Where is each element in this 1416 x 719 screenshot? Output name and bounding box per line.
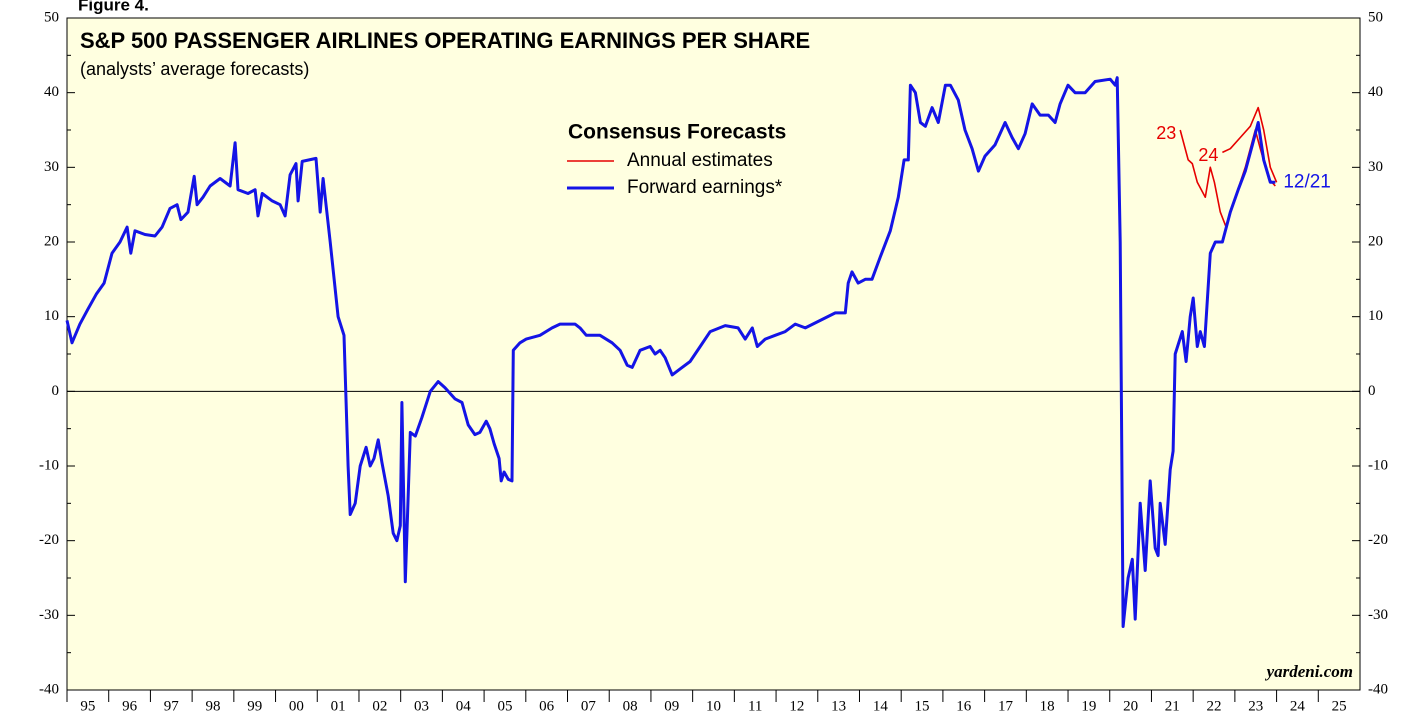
x-tick-label: 04 [456, 698, 472, 714]
x-tick-label: 08 [623, 698, 638, 714]
y2-tick-label: 40 [1368, 84, 1383, 100]
y2-tick-label: -30 [1368, 607, 1388, 623]
x-tick-label: 06 [539, 698, 555, 714]
x-tick-label: 13 [831, 698, 846, 714]
x-tick-label: 10 [706, 698, 721, 714]
y2-tick-label: 50 [1368, 9, 1383, 25]
end-label: 12/21 [1283, 171, 1331, 192]
chart-title: S&P 500 PASSENGER AIRLINES OPERATING EAR… [80, 28, 810, 53]
y2-tick-label: 30 [1368, 159, 1383, 175]
legend-label: Forward earnings* [627, 177, 783, 198]
x-tick-label: 19 [1081, 698, 1096, 714]
x-tick-label: 98 [205, 698, 220, 714]
x-tick-label: 00 [289, 698, 304, 714]
x-tick-label: 18 [1040, 698, 1055, 714]
x-tick-label: 24 [1290, 698, 1306, 714]
y-tick-label: 10 [44, 308, 59, 324]
plot-area [66, 17, 1361, 691]
y-tick-label: -30 [39, 607, 59, 623]
chart-subtitle: (analysts’ average forecasts) [80, 59, 309, 79]
x-tick-label: 14 [873, 698, 889, 714]
x-tick-label: 09 [664, 698, 679, 714]
y2-tick-label: -40 [1368, 681, 1388, 697]
y-tick-label: 30 [44, 159, 59, 175]
x-tick-label: 12 [789, 698, 804, 714]
x-tick-label: 05 [497, 698, 512, 714]
x-tick-label: 95 [80, 698, 95, 714]
x-tick-label: 16 [956, 698, 972, 714]
segment-label: 24 [1198, 145, 1218, 165]
y2-tick-label: 0 [1368, 383, 1376, 399]
x-tick-label: 15 [915, 698, 930, 714]
x-tick-label: 96 [122, 698, 138, 714]
x-tick-label: 21 [1165, 698, 1180, 714]
y-tick-label: -10 [39, 457, 59, 473]
x-tick-label: 23 [1248, 698, 1263, 714]
x-tick-label: 97 [164, 698, 180, 714]
x-tick-label: 20 [1123, 698, 1138, 714]
y2-tick-label: 10 [1368, 308, 1383, 324]
x-tick-label: 02 [372, 698, 387, 714]
legend-label: Annual estimates [627, 150, 773, 171]
legend-title: Consensus Forecasts [568, 121, 786, 144]
segment-label: 23 [1156, 123, 1176, 143]
x-tick-label: 07 [581, 698, 597, 714]
x-tick-label: 25 [1332, 698, 1347, 714]
x-tick-label: 22 [1207, 698, 1222, 714]
y2-tick-label: 20 [1368, 233, 1383, 249]
y-tick-label: 0 [52, 383, 60, 399]
y2-tick-label: -10 [1368, 457, 1388, 473]
figure-label: Figure 4. [78, 0, 149, 14]
x-tick-label: 99 [247, 698, 262, 714]
y-tick-label: 20 [44, 233, 59, 249]
data-line [65, 76, 1276, 628]
x-tick-label: 17 [998, 698, 1014, 714]
y-tick-label: -40 [39, 681, 59, 697]
x-tick-label: 01 [331, 698, 346, 714]
y-tick-label: 50 [44, 9, 59, 25]
source: yardeni.com [1265, 662, 1353, 681]
y-tick-label: 40 [44, 84, 59, 100]
x-tick-label: 03 [414, 698, 429, 714]
y2-tick-label: -20 [1368, 532, 1388, 548]
x-tick-label: 11 [748, 698, 762, 714]
data-line [1179, 106, 1278, 228]
y-tick-label: -20 [39, 532, 59, 548]
